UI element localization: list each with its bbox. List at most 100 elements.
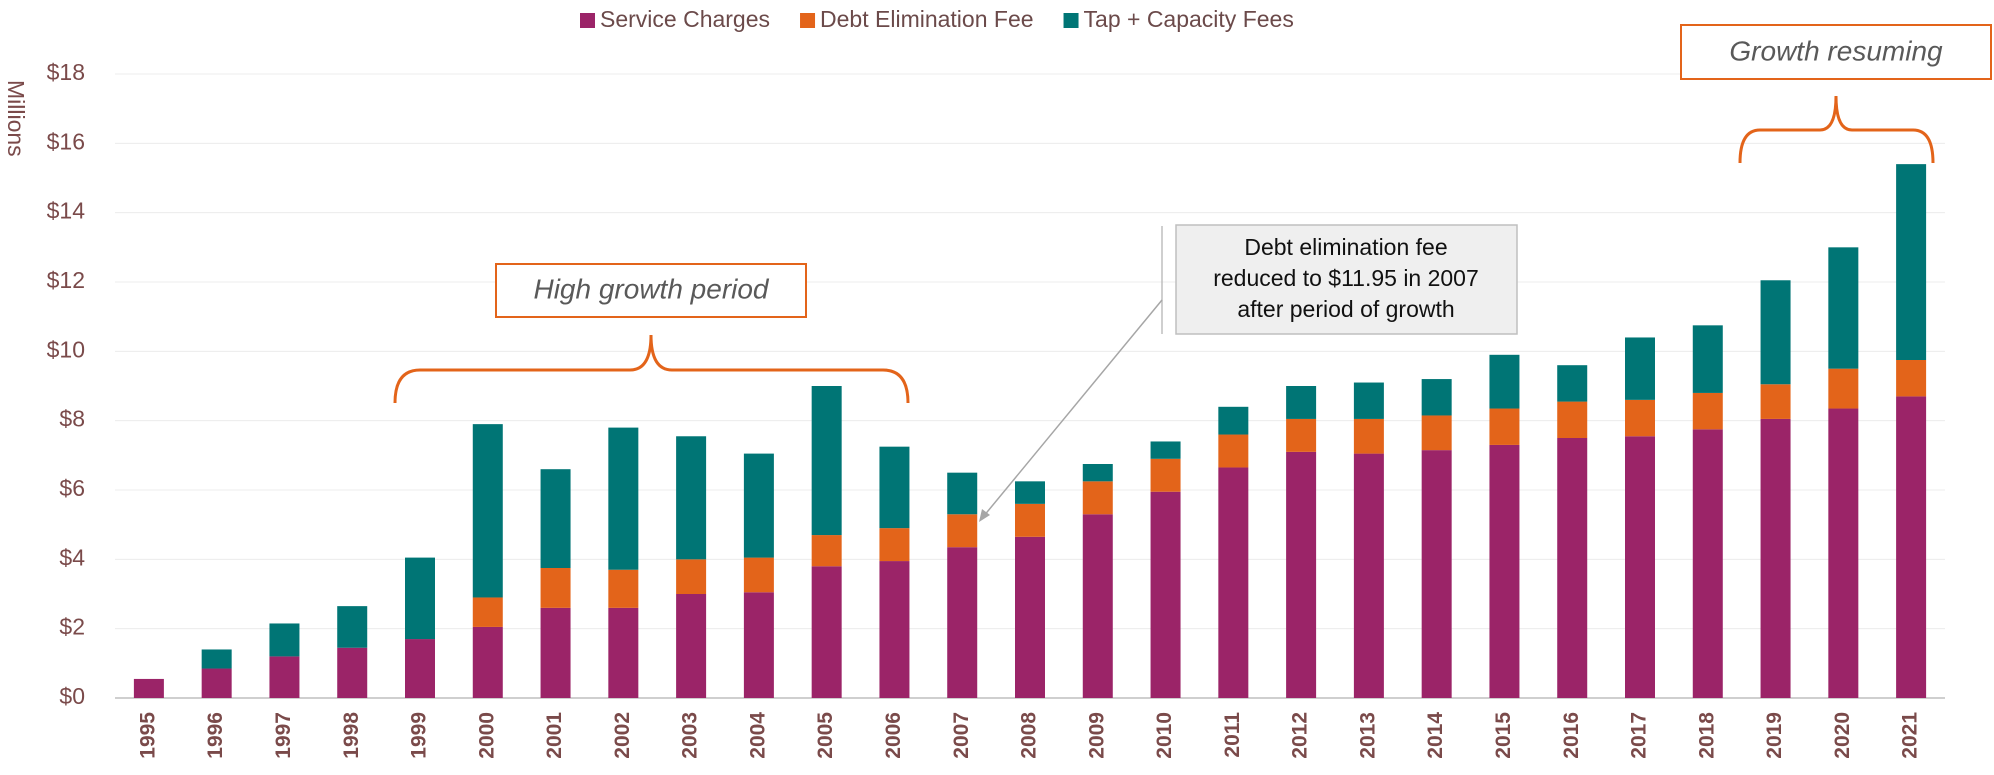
bar-segment [337,606,368,648]
bar-segment [540,568,571,608]
x-tick-label: 2012 [1289,712,1312,759]
bar-segment [1082,481,1113,515]
bar-segment [1896,360,1927,397]
x-tick-label: 2001 [543,712,566,759]
bar-segment [1760,418,1791,698]
bar-segment [1557,438,1588,698]
bar-segment [676,559,707,594]
legend-swatch [580,13,595,28]
bar-segment [269,656,300,698]
bar-segment [1082,514,1113,698]
bar-segment [1625,399,1655,437]
bar-segment [269,623,300,657]
bar-segment [1557,365,1588,402]
bar-segment [811,386,842,536]
x-tick-label: 2019 [1763,712,1786,759]
bar-segment [472,597,503,627]
bar-segment [879,446,910,529]
y-tick-label: $0 [59,683,85,709]
annotation-box [495,263,807,318]
bar-segment [947,547,978,698]
y-tick-label: $16 [47,128,85,154]
x-tick-label: 2021 [1899,712,1922,759]
bar-segment [1421,415,1452,451]
bar-segment [133,678,164,698]
x-tick-label: 2002 [611,712,634,759]
bar-segment [947,472,978,515]
bar-segment [1692,429,1723,698]
bar-segment [1150,491,1181,698]
legend-swatch [800,13,816,28]
x-tick-label: 2017 [1628,712,1651,759]
bar-segment [1489,444,1520,698]
bar-segment [1286,418,1317,452]
x-tick-label: 2006 [882,712,905,759]
x-tick-label: 1995 [136,712,159,759]
callout-text: Debt elimination fee [1244,234,1447,260]
x-tick-label: 2013 [1356,712,1379,759]
callout-arrow [982,299,1163,518]
x-tick-label: 2014 [1424,712,1447,759]
x-tick-label: 1998 [340,712,363,759]
bar-segment [1353,382,1384,419]
x-tick-label: 2005 [814,712,837,759]
bar-segment [1625,436,1655,698]
bar-segment [1150,458,1181,492]
bar-segment [1218,434,1249,468]
x-tick-label: 2007 [950,712,973,759]
bar-segment [1015,481,1045,504]
x-tick-label: 2015 [1492,712,1515,759]
bar-segment [1896,164,1927,360]
bar-segment [1150,441,1181,459]
x-tick-label: 2009 [1085,712,1108,759]
bar-segment [1286,451,1317,698]
x-tick-label: 2018 [1695,712,1718,759]
bar-segment [947,514,978,548]
bar-segment [1218,406,1249,435]
bar-segment [608,569,639,608]
bar-segment [1692,325,1723,393]
callout-box [1175,224,1518,335]
bar-segment [1082,464,1113,482]
bar-segment [1015,503,1045,537]
bar-segment [879,528,910,562]
annotation: Growth resuming [1729,35,1943,66]
bar-segment [608,607,639,698]
bar-segment [1760,384,1791,419]
bar-segment [1557,401,1588,438]
arrow-head [979,509,990,522]
y-tick-label: $2 [59,614,85,640]
x-tick-label: 2003 [679,712,702,759]
x-tick-label: 2020 [1831,712,1854,759]
callout-text: after period of growth [1237,296,1454,322]
x-tick-label: 2008 [1018,712,1041,759]
x-tick-label: 2010 [1153,712,1176,759]
bar-segment [1692,392,1723,430]
bar-segment [1828,247,1859,369]
bar-segment [1353,453,1384,698]
x-tick-label: 2011 [1221,712,1244,758]
bar-segment [676,436,707,560]
x-tick-label: 2016 [1560,712,1583,759]
legend-swatch [1063,13,1079,28]
bar-segment [1896,396,1927,698]
brace [1738,95,1935,164]
bar-segment [201,649,232,669]
y-tick-label: $6 [59,475,85,501]
bar-segment [1489,354,1520,409]
x-tick-label: 1999 [408,712,431,759]
y-tick-label: $4 [59,544,85,570]
callout-text: reduced to $11.95 in 2007 [1213,265,1479,291]
annotation-box [1680,24,1992,80]
bar-segment [1421,450,1452,698]
legend-label: Service Charges [600,6,770,32]
bar-segment [1015,536,1045,698]
bar-segment [1625,337,1655,400]
bar-segment [472,626,503,698]
bar-segment [1828,368,1859,409]
bar-segment [201,668,232,698]
y-tick-label: $18 [47,59,85,85]
bar-segment [405,639,435,698]
x-tick-label: 2004 [746,712,769,759]
